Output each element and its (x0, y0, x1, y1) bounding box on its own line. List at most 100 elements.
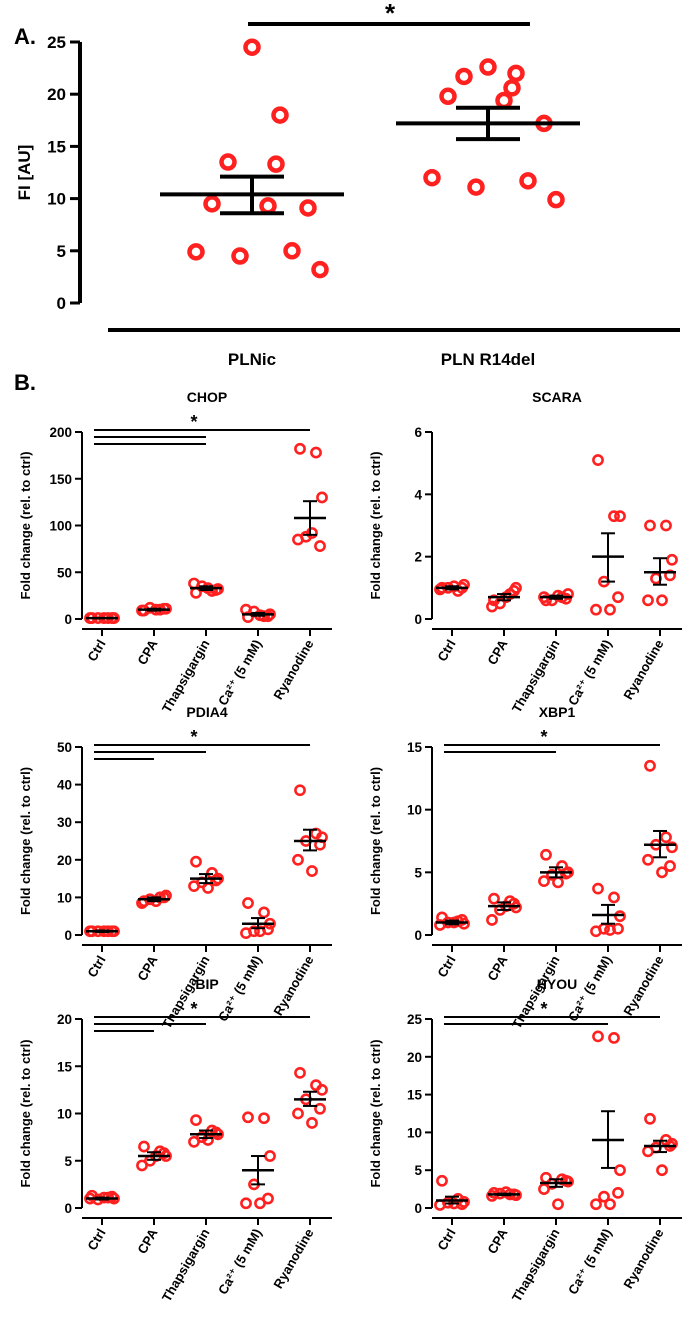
chart-title: HYOU (537, 976, 577, 992)
data-point (660, 831, 672, 844)
x-tick-label: CPA (134, 1225, 161, 1256)
chart-title: XBP1 (539, 704, 576, 720)
data-point (138, 1140, 150, 1153)
x-tick-label: Ca²⁺ (5 mM) (565, 637, 615, 708)
data-point (434, 919, 446, 931)
x-tick-label: Ryanodine (270, 637, 316, 702)
data-point (316, 1083, 328, 1096)
data-point (306, 1117, 318, 1129)
y-axis-label: Fold change (rel. to ctrl) (368, 1039, 383, 1187)
chart-pdia4: PDIA4 0 10 20 30 40 50 Fold change (rel. to ctr… (18, 704, 332, 1031)
chart-title: SCARA (532, 389, 582, 405)
significance-star: * (190, 999, 197, 1019)
panel-a-y-tick-label: 0 (57, 294, 66, 313)
data-point (210, 1126, 222, 1139)
x-tick-label: CPA (484, 1225, 511, 1256)
x-tick-label: Ryanodine (270, 953, 316, 1018)
data-point (604, 603, 616, 616)
data-point (188, 880, 200, 893)
y-tick-label: 6 (414, 425, 422, 440)
data-point (136, 1159, 148, 1172)
panel-a-category-label: PLNic (228, 350, 276, 369)
data-point (660, 519, 672, 532)
data-point (314, 1102, 326, 1115)
data-point (262, 1192, 274, 1205)
significance-star: * (190, 727, 197, 747)
data-point (310, 446, 322, 459)
y-tick-label: 2 (414, 550, 422, 565)
data-point (598, 1190, 610, 1203)
data-point (590, 1198, 602, 1211)
panel-a-data-point (271, 106, 289, 124)
panel-a-data-point (519, 172, 537, 190)
significance-star: * (190, 412, 197, 432)
panel-a-significance-star: * (385, 0, 396, 28)
x-tick-label: CPA (484, 636, 511, 667)
x-tick-label: CPA (134, 952, 161, 983)
x-tick-label: CPA (134, 636, 161, 667)
data-point (190, 855, 202, 868)
data-point (614, 1164, 626, 1177)
chart-title: CHOP (187, 389, 227, 405)
y-tick-label: 10 (407, 803, 422, 818)
data-point (656, 866, 668, 879)
panel-a-data-point (547, 190, 565, 209)
data-point (240, 927, 252, 940)
data-point (538, 1183, 550, 1195)
panel-a-data-point (439, 87, 457, 106)
data-point (592, 882, 604, 895)
data-point (560, 867, 572, 880)
panel-a-chart: 0 5 10 15 20 25 FI [AU] PLNic PLN R14del * (15, 0, 680, 369)
chart-scara: SCARA 0 2 4 6 Fold change (rel. to ctrl) Ctrl C… (368, 389, 682, 715)
y-tick-label: 10 (407, 1125, 422, 1140)
y-tick-label: 10 (57, 1107, 72, 1122)
panel-a-data-point (219, 153, 237, 171)
x-tick-label: Ctrl (434, 953, 458, 980)
y-axis-label: Fold change (rel. to ctrl) (368, 451, 383, 599)
data-point (210, 874, 222, 887)
chart-xbp1: XBP1 0 5 10 15 Fold change (rel. to ctrl) Ctrl… (368, 704, 682, 1031)
data-point (666, 841, 678, 854)
panel-a-data-point (507, 64, 525, 83)
data-point (590, 925, 602, 938)
data-point (436, 1174, 448, 1187)
data-point (644, 759, 656, 772)
y-tick-label: 4 (414, 487, 422, 502)
x-tick-label: Ctrl (434, 1226, 458, 1253)
data-point (316, 491, 328, 504)
y-tick-label: 30 (57, 815, 72, 830)
data-point (612, 591, 624, 604)
y-tick-label: 5 (414, 865, 422, 880)
x-tick-label: Ryanodine (620, 1226, 666, 1291)
y-tick-label: 15 (407, 740, 423, 755)
data-point (508, 897, 520, 910)
y-tick-label: 0 (64, 612, 72, 627)
data-point (434, 583, 446, 596)
data-point (642, 853, 654, 866)
panel-a-data-point (259, 197, 277, 215)
data-point (202, 882, 214, 894)
significance-star: * (540, 727, 547, 747)
y-axis-label: Fold change (rel. to ctrl) (368, 767, 383, 915)
panel-a-data-point (283, 242, 301, 260)
y-tick-label: 20 (57, 853, 72, 868)
y-tick-label: 0 (414, 1201, 422, 1216)
data-point (188, 1135, 200, 1148)
data-point (264, 1150, 276, 1162)
data-point (306, 527, 318, 539)
data-point (486, 600, 498, 613)
data-point (552, 1198, 564, 1211)
y-tick-label: 20 (407, 1050, 422, 1065)
y-tick-label: 20 (57, 1012, 72, 1027)
panel-a-y-tick-label: 10 (47, 190, 66, 209)
chart-chop: CHOP 0 50 100 150 200 Fold change (rel. to ctr… (18, 389, 332, 715)
data-point (608, 1032, 620, 1044)
data-point (508, 585, 520, 597)
y-tick-label: 40 (57, 778, 72, 793)
data-point (642, 594, 654, 607)
panel-a-data-point (467, 178, 485, 196)
x-tick-label: Ca²⁺ (5 mM) (565, 1226, 615, 1297)
panel-a-data-point (479, 58, 497, 76)
